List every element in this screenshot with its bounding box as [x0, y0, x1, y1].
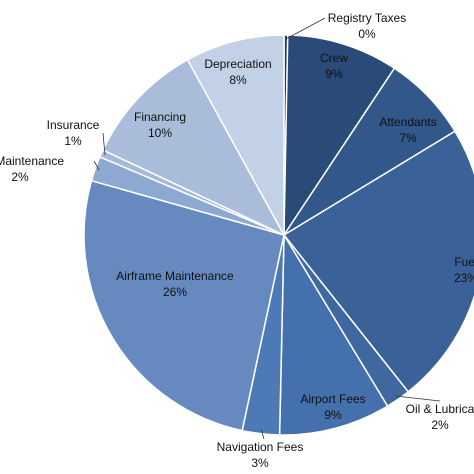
label-crew-value: 9%: [325, 67, 343, 81]
label-registry-taxes-name: Registry Taxes: [328, 11, 406, 25]
label-airport-fees-value: 9%: [324, 408, 342, 422]
label-airframe-maintenance: Airframe Maintenance 26%: [116, 269, 234, 299]
label-insurance-name: Insurance: [47, 118, 100, 132]
label-financing-name: Financing: [134, 110, 186, 124]
slice-crew: [283, 34, 396, 238]
label-insurance: Insurance 1%: [47, 118, 100, 148]
leader-line-oil-lubricants: [395, 395, 441, 402]
label-airframe-maintenance-value: 26%: [163, 285, 187, 299]
label-engine-maintenance: ine Maintenance 2%: [0, 154, 64, 184]
label-navigation-fees-name: Navigation Fees: [217, 440, 304, 454]
label-oil-lubricants-value: 2%: [431, 418, 449, 432]
label-airport-fees-name: Airport Fees: [300, 392, 365, 406]
label-attendants: Attendants 7%: [379, 115, 436, 145]
slice-financing: [101, 58, 286, 237]
leader-line-navigation-fees: [260, 429, 265, 440]
label-fuel: Fuel 23%: [454, 255, 474, 285]
slice-fuel: [282, 130, 474, 393]
slice-labels: Registry Taxes 0% Crew 9% Attendants 7% Fuel 23…: [0, 11, 474, 470]
label-financing-value: 10%: [148, 126, 172, 140]
leader-line-registry-taxes: [285, 17, 326, 40]
label-navigation-fees: Navigation Fees 3%: [217, 440, 304, 470]
label-registry-taxes: Registry Taxes 0%: [328, 11, 406, 41]
slice-depreciation: [186, 34, 285, 236]
label-fuel-value: 23%: [454, 271, 474, 285]
label-airframe-maintenance-name: Airframe Maintenance: [116, 269, 234, 283]
label-oil-lubricants-name: Oil & Lubrica: [406, 402, 474, 416]
label-attendants-name: Attendants: [379, 115, 436, 129]
label-depreciation-name: Depreciation: [204, 57, 271, 71]
slice-airport-fees: [278, 232, 389, 436]
label-engine-maintenance-name: ine Maintenance: [0, 154, 64, 168]
leader-line-insurance: [102, 132, 106, 156]
slice-airframe-maintenance: [83, 179, 285, 432]
label-engine-maintenance-value: 2%: [11, 170, 29, 184]
label-crew-name: Crew: [320, 51, 348, 65]
label-navigation-fees-value: 3%: [251, 456, 269, 470]
label-airport-fees: Airport Fees 9%: [300, 392, 365, 422]
pie-slices: [83, 34, 474, 436]
label-attendants-value: 7%: [399, 131, 417, 145]
label-depreciation: Depreciation 8%: [204, 57, 271, 87]
leader-lines: [93, 17, 441, 440]
label-fuel-name: Fuel: [454, 255, 474, 269]
label-insurance-value: 1%: [64, 134, 82, 148]
label-crew: Crew 9%: [320, 51, 348, 81]
leader-line-engine-maintenance: [93, 160, 100, 171]
label-depreciation-value: 8%: [229, 73, 247, 87]
label-oil-lubricants: Oil & Lubrica 2%: [406, 402, 474, 432]
label-registry-taxes-value: 0%: [358, 27, 376, 41]
label-financing: Financing 10%: [134, 110, 186, 140]
